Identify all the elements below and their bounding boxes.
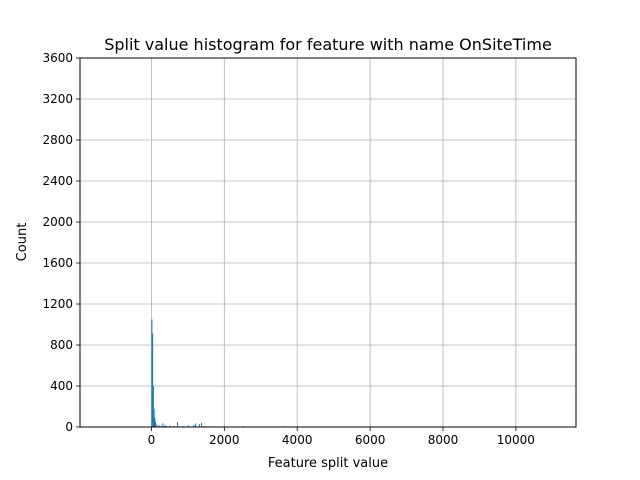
y-tick-label: 1600 xyxy=(42,256,73,270)
histogram-bar xyxy=(160,425,162,427)
y-tick-label: 1200 xyxy=(42,297,73,311)
histogram-bar xyxy=(173,425,175,427)
x-tick-label: 0 xyxy=(148,433,156,447)
y-tick-label: 3200 xyxy=(42,92,73,106)
x-tick-label: 6000 xyxy=(355,433,386,447)
histogram-bar xyxy=(169,425,171,427)
histogram-bar xyxy=(166,425,168,427)
histogram-bar xyxy=(154,417,156,427)
histogram-bar xyxy=(158,425,160,427)
plot-frame xyxy=(79,57,577,428)
y-tick-label: 800 xyxy=(50,338,73,352)
histogram-bar xyxy=(156,424,158,427)
x-tick-label: 4000 xyxy=(282,433,313,447)
y-tick-label: 2400 xyxy=(42,174,73,188)
histogram-bar xyxy=(152,333,154,427)
histogram-bar xyxy=(204,425,206,427)
histogram-bar xyxy=(151,319,153,427)
histogram-bar xyxy=(155,421,157,427)
chart-title: Split value histogram for feature with n… xyxy=(104,35,552,54)
y-tick-label: 3600 xyxy=(42,51,73,65)
grid-lines xyxy=(80,57,576,428)
y-axis-ticks: 0 400 800 1200 1600 2000 2400 2800 3200 3600 xyxy=(42,51,80,434)
histogram-bar xyxy=(187,425,189,427)
histogram-bar xyxy=(195,423,197,427)
histogram-bar xyxy=(153,408,155,427)
histogram-bar xyxy=(176,421,178,427)
x-axis-ticks: 0 2000 4000 6000 8000 10000 xyxy=(148,427,535,447)
histogram-bar xyxy=(162,423,164,427)
y-axis-label: Count xyxy=(15,223,30,262)
histogram-bar xyxy=(182,425,184,427)
y-tick-label: 2800 xyxy=(42,133,73,147)
y-tick-label: 400 xyxy=(50,379,73,393)
histogram-bar xyxy=(242,425,244,427)
y-tick-label: 2000 xyxy=(42,215,73,229)
x-tick-label: 8000 xyxy=(428,433,459,447)
x-tick-label: 10000 xyxy=(497,433,535,447)
x-axis-label: Feature split value xyxy=(268,456,388,471)
histogram-bar xyxy=(198,423,200,427)
x-tick-label: 2000 xyxy=(209,433,240,447)
y-tick-label: 0 xyxy=(65,420,73,434)
histogram-bars xyxy=(151,319,295,427)
histogram-bar xyxy=(152,386,154,427)
histogram-bar xyxy=(200,422,202,427)
histogram-bar xyxy=(164,424,166,427)
histogram-bar xyxy=(193,424,195,427)
